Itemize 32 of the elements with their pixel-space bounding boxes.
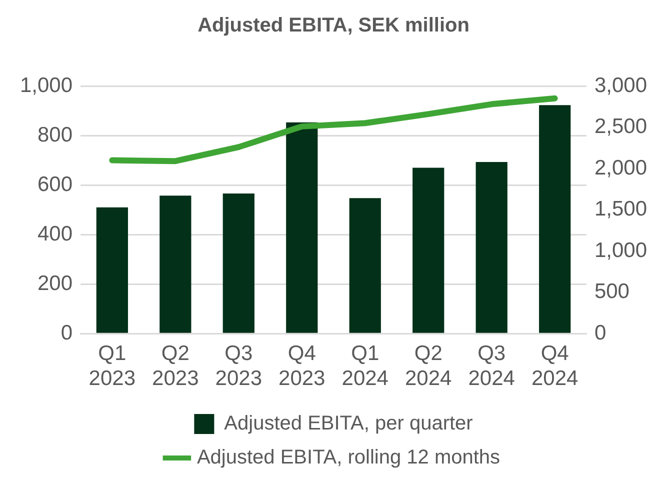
x-tick-label: Q3 2023	[215, 342, 262, 390]
bar	[96, 207, 128, 333]
y2-tick-label: 500	[594, 280, 630, 304]
y-tick-label: 600	[38, 172, 73, 196]
y2-tick-label: 3,000	[594, 74, 648, 97]
bar	[349, 198, 381, 333]
bar	[286, 122, 318, 333]
legend-label: Adjusted EBITA, per quarter	[224, 412, 474, 435]
x-tick-label: Q4 2024	[531, 342, 579, 390]
y2-tick-label: 2,000	[594, 156, 648, 180]
x-tick-label: Q1 2023	[88, 342, 136, 390]
x-tick-label: Q4 2023	[278, 342, 326, 390]
chart-title: Adjusted EBITA, SEK million	[198, 14, 470, 37]
y2-tick-label: 0	[594, 321, 606, 344]
x-tick-label: Q2 2024	[404, 342, 452, 390]
bar	[539, 105, 571, 333]
y-tick-label: 200	[38, 272, 73, 295]
y2-tick-label: 1,500	[594, 198, 648, 221]
y-tick-label: 1,000	[20, 74, 73, 97]
x-tick-label: Q1 2024	[342, 342, 389, 390]
x-tick-label: Q3 2024	[468, 342, 516, 390]
bar	[412, 168, 444, 333]
bar	[222, 193, 254, 333]
x-tick-label: Q2 2023	[152, 342, 199, 390]
legend-label: Adjusted EBITA, rolling 12 months	[196, 446, 500, 469]
y2-tick-label: 1,000	[594, 238, 648, 262]
y-tick-label: 400	[38, 222, 73, 246]
y2-tick-label: 2,500	[594, 115, 648, 138]
y-tick-label: 800	[38, 123, 73, 146]
bar	[160, 196, 192, 333]
y-tick-label: 0	[60, 321, 73, 344]
bar	[476, 162, 508, 333]
